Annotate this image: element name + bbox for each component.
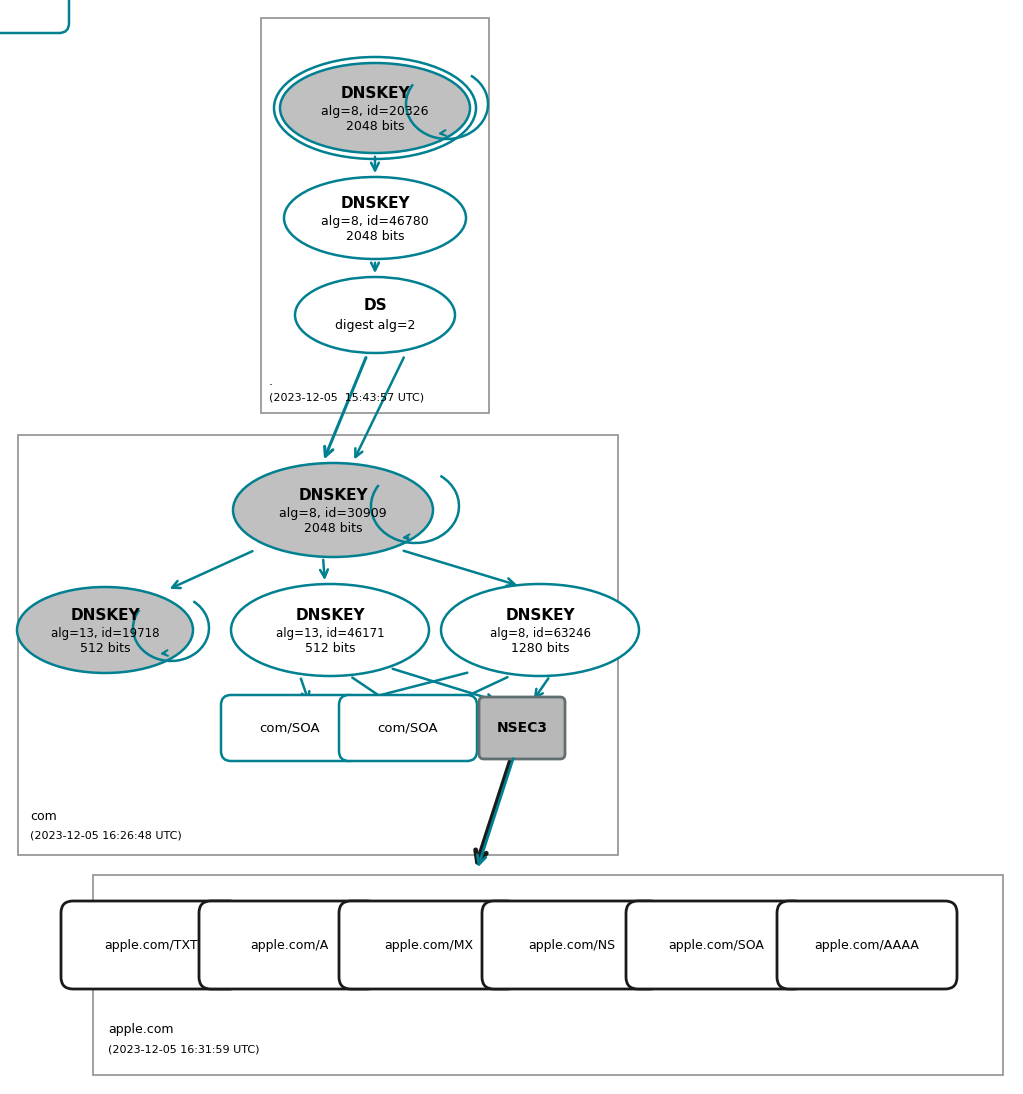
Text: apple.com/AAAA: apple.com/AAAA xyxy=(814,939,920,952)
Ellipse shape xyxy=(17,587,193,673)
Text: DNSKEY: DNSKEY xyxy=(341,86,410,102)
Text: DS: DS xyxy=(363,298,387,313)
Text: apple.com: apple.com xyxy=(108,1023,174,1036)
FancyBboxPatch shape xyxy=(61,901,241,989)
Text: DNSKEY: DNSKEY xyxy=(296,607,365,622)
FancyBboxPatch shape xyxy=(199,901,379,989)
FancyBboxPatch shape xyxy=(479,697,565,759)
Text: NSEC3: NSEC3 xyxy=(496,721,547,735)
FancyBboxPatch shape xyxy=(482,901,662,989)
FancyBboxPatch shape xyxy=(261,18,489,414)
Text: 512 bits: 512 bits xyxy=(80,641,130,654)
Text: (2023-12-05 16:26:48 UTC): (2023-12-05 16:26:48 UTC) xyxy=(30,830,182,840)
Text: (2023-12-05  15:43:57 UTC): (2023-12-05 15:43:57 UTC) xyxy=(269,393,425,403)
Text: apple.com/MX: apple.com/MX xyxy=(385,939,474,952)
Ellipse shape xyxy=(280,63,470,153)
Text: alg=8, id=46780: alg=8, id=46780 xyxy=(321,216,429,229)
Text: com: com xyxy=(30,810,56,823)
FancyBboxPatch shape xyxy=(93,875,1003,1075)
Ellipse shape xyxy=(284,177,466,259)
Text: apple.com/SOA: apple.com/SOA xyxy=(668,939,764,952)
Text: DNSKEY: DNSKEY xyxy=(341,197,410,211)
Text: 2048 bits: 2048 bits xyxy=(346,230,404,243)
Text: DNSKEY: DNSKEY xyxy=(505,607,575,622)
FancyBboxPatch shape xyxy=(777,901,957,989)
Text: DNSKEY: DNSKEY xyxy=(71,607,140,622)
Ellipse shape xyxy=(295,277,455,353)
Text: 2048 bits: 2048 bits xyxy=(304,523,362,535)
Text: alg=8, id=63246: alg=8, id=63246 xyxy=(489,627,590,640)
Text: apple.com/NS: apple.com/NS xyxy=(529,939,616,952)
Ellipse shape xyxy=(233,463,433,557)
Text: apple.com/TXT: apple.com/TXT xyxy=(104,939,197,952)
FancyBboxPatch shape xyxy=(339,695,477,761)
Ellipse shape xyxy=(231,584,429,676)
Text: alg=8, id=20326: alg=8, id=20326 xyxy=(321,105,429,118)
Text: DNSKEY: DNSKEY xyxy=(298,488,368,502)
FancyBboxPatch shape xyxy=(221,695,359,761)
Text: alg=13, id=19718: alg=13, id=19718 xyxy=(51,627,160,640)
FancyBboxPatch shape xyxy=(18,435,618,856)
Text: alg=8, id=30909: alg=8, id=30909 xyxy=(279,508,387,521)
FancyBboxPatch shape xyxy=(0,0,69,33)
Text: 2048 bits: 2048 bits xyxy=(346,120,404,133)
Text: 1280 bits: 1280 bits xyxy=(510,641,569,654)
FancyBboxPatch shape xyxy=(339,901,519,989)
Text: 512 bits: 512 bits xyxy=(305,641,355,654)
Text: com/SOA: com/SOA xyxy=(377,722,438,734)
Text: apple.com/A: apple.com/A xyxy=(250,939,328,952)
Text: (2023-12-05 16:31:59 UTC): (2023-12-05 16:31:59 UTC) xyxy=(108,1045,260,1055)
Text: com/SOA: com/SOA xyxy=(260,722,320,734)
Ellipse shape xyxy=(441,584,639,676)
Text: alg=13, id=46171: alg=13, id=46171 xyxy=(275,627,385,640)
Text: .: . xyxy=(269,375,273,388)
Text: digest alg=2: digest alg=2 xyxy=(335,318,415,331)
FancyBboxPatch shape xyxy=(626,901,806,989)
